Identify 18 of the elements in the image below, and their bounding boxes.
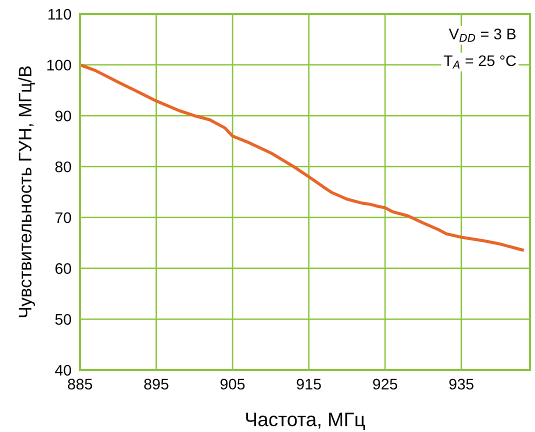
y-tick-label: 40 — [55, 364, 72, 376]
x-tick-label: 895 — [144, 378, 168, 390]
y-tick-label: 80 — [55, 161, 72, 172]
y-axis-title: Чувствительность ГУН, МГц/В — [18, 66, 36, 318]
annotation: T$_{A}$ = 25 °C — [444, 55, 516, 68]
y-tick-label: 50 — [55, 314, 72, 325]
y-tick-label: 60 — [55, 263, 72, 274]
y-tick-label: 70 — [55, 212, 72, 224]
y-tick-label: 110 — [48, 8, 72, 20]
y-tick-label: 90 — [55, 110, 72, 122]
x-tick-label: 905 — [220, 378, 245, 390]
x-tick-label: 885 — [68, 378, 92, 390]
x-axis-title: Частота, МГц — [246, 412, 365, 430]
annotation: V$_{DD}$ = 3 В — [448, 28, 516, 42]
x-tick-label: 935 — [449, 378, 474, 390]
y-tick-label: 100 — [47, 60, 72, 71]
x-tick-label: 925 — [373, 378, 398, 390]
x-tick-label: 915 — [296, 378, 321, 390]
